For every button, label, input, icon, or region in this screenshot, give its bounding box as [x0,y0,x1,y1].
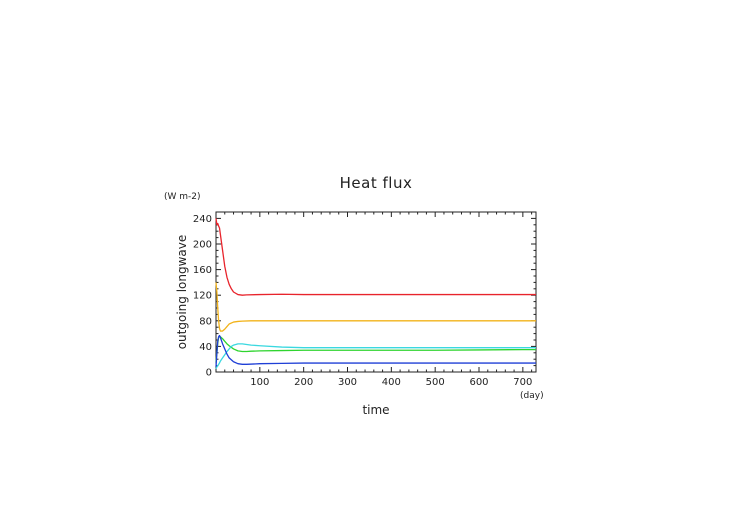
series-line-5 [215,334,536,367]
x-tick-label: 500 [426,377,445,388]
series-line-3 [215,335,536,363]
y-unit-label: (W m-2) [164,192,201,202]
x-tick-label: 700 [513,377,532,388]
y-tick-label: 160 [193,265,212,276]
chart-title: Heat flux [340,174,413,192]
plot-frame [215,211,537,373]
y-ticks: 0 40 80 120 160 200 240 [193,214,536,379]
x-tick-label: 400 [382,377,401,388]
y-axis-label: outgoing longwave [175,235,189,350]
y-tick-label: 80 [199,316,212,327]
series-line-4 [215,343,536,370]
y-tick-label: 200 [193,240,212,251]
series-group [215,218,536,370]
x-tick-label: 200 [294,377,313,388]
y-tick-label: 0 [206,368,212,379]
series-line-1 [215,218,536,296]
y-tick-label: 240 [193,214,212,225]
x-axis-label: time [362,403,389,417]
x-unit-label: (day) [520,391,544,401]
x-tick-label: 100 [250,377,269,388]
y-tick-label: 120 [193,291,212,302]
y-tick-label: 40 [199,342,212,353]
series-line-2 [215,282,536,332]
x-tick-label: 300 [338,377,357,388]
x-tick-label: 600 [469,377,488,388]
x-ticks: 100 200 300 400 500 600 700 [224,212,532,388]
